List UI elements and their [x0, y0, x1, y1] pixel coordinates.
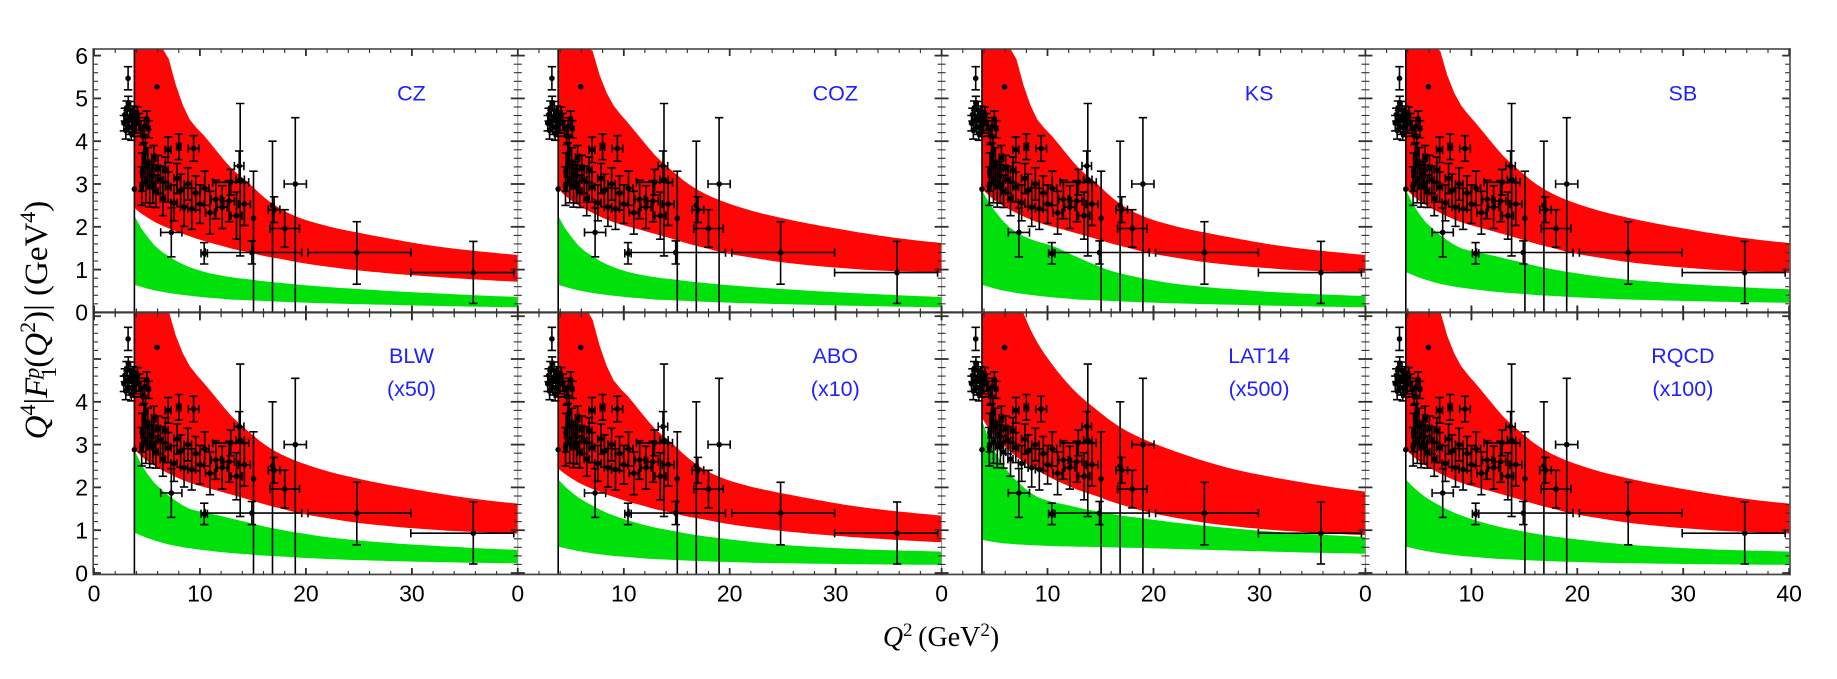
svg-text:0: 0: [511, 581, 524, 607]
svg-text:0: 0: [935, 581, 948, 607]
svg-text:COZ: COZ: [813, 82, 858, 106]
svg-text:0: 0: [1359, 581, 1372, 607]
svg-text:3: 3: [75, 432, 88, 458]
svg-text:30: 30: [1247, 581, 1273, 607]
svg-text:10: 10: [1459, 581, 1485, 607]
svg-text:KS: KS: [1245, 82, 1274, 106]
svg-text:30: 30: [399, 581, 425, 607]
svg-text:20: 20: [293, 581, 319, 607]
svg-text:(x100): (x100): [1652, 377, 1713, 401]
svg-text:(x500): (x500): [1229, 377, 1290, 401]
svg-text:(x50): (x50): [387, 377, 436, 401]
svg-text:4: 4: [75, 389, 88, 415]
svg-text:Q2 (GeV2): Q2 (GeV2): [883, 620, 999, 653]
svg-text:ABO: ABO: [813, 344, 858, 368]
svg-text:30: 30: [823, 581, 849, 607]
svg-text:0: 0: [88, 581, 101, 607]
svg-text:Q4|F1p(Q2)| (GeV4): Q4|F1p(Q2)| (GeV4): [15, 201, 61, 440]
svg-text:4: 4: [75, 129, 88, 155]
svg-text:10: 10: [611, 581, 637, 607]
svg-text:10: 10: [187, 581, 213, 607]
svg-text:40: 40: [1776, 581, 1802, 607]
svg-text:3: 3: [75, 171, 88, 197]
svg-text:30: 30: [1670, 581, 1696, 607]
svg-text:CZ: CZ: [397, 82, 426, 106]
svg-text:6: 6: [75, 43, 88, 69]
svg-text:0: 0: [75, 300, 88, 326]
svg-text:20: 20: [1565, 581, 1591, 607]
svg-text:20: 20: [1141, 581, 1167, 607]
svg-text:5: 5: [75, 86, 88, 112]
svg-text:BLW: BLW: [389, 344, 435, 368]
svg-text:2: 2: [75, 475, 88, 501]
svg-text:RQCD: RQCD: [1651, 344, 1714, 368]
svg-text:(x10): (x10): [811, 377, 860, 401]
svg-text:0: 0: [75, 560, 88, 586]
svg-text:1: 1: [75, 257, 88, 283]
svg-text:1: 1: [75, 518, 88, 544]
svg-text:10: 10: [1035, 581, 1061, 607]
svg-text:20: 20: [717, 581, 743, 607]
svg-text:LAT14: LAT14: [1228, 344, 1290, 368]
svg-text:2: 2: [75, 214, 88, 240]
svg-text:SB: SB: [1669, 82, 1698, 106]
